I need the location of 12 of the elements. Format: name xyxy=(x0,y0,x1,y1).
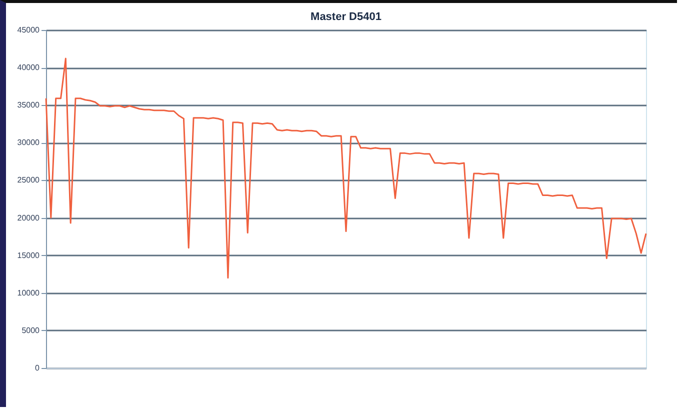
y-tick-label: 25000 xyxy=(17,176,40,185)
y-tick-label: 10000 xyxy=(17,288,40,298)
y-tick-label: 45000 xyxy=(17,26,40,34)
y-tick-label: 40000 xyxy=(17,63,40,72)
y-tick-label: 30000 xyxy=(17,138,40,148)
y-tick-label: 35000 xyxy=(17,100,40,110)
y-tick-label: 20000 xyxy=(17,213,40,222)
line-series xyxy=(45,58,647,279)
y-tick-label: 15000 xyxy=(17,250,40,260)
y-tick-label: 0 xyxy=(35,364,40,372)
y-tick-label: 5000 xyxy=(22,326,40,335)
chart-title: Master D5401 xyxy=(310,11,382,23)
